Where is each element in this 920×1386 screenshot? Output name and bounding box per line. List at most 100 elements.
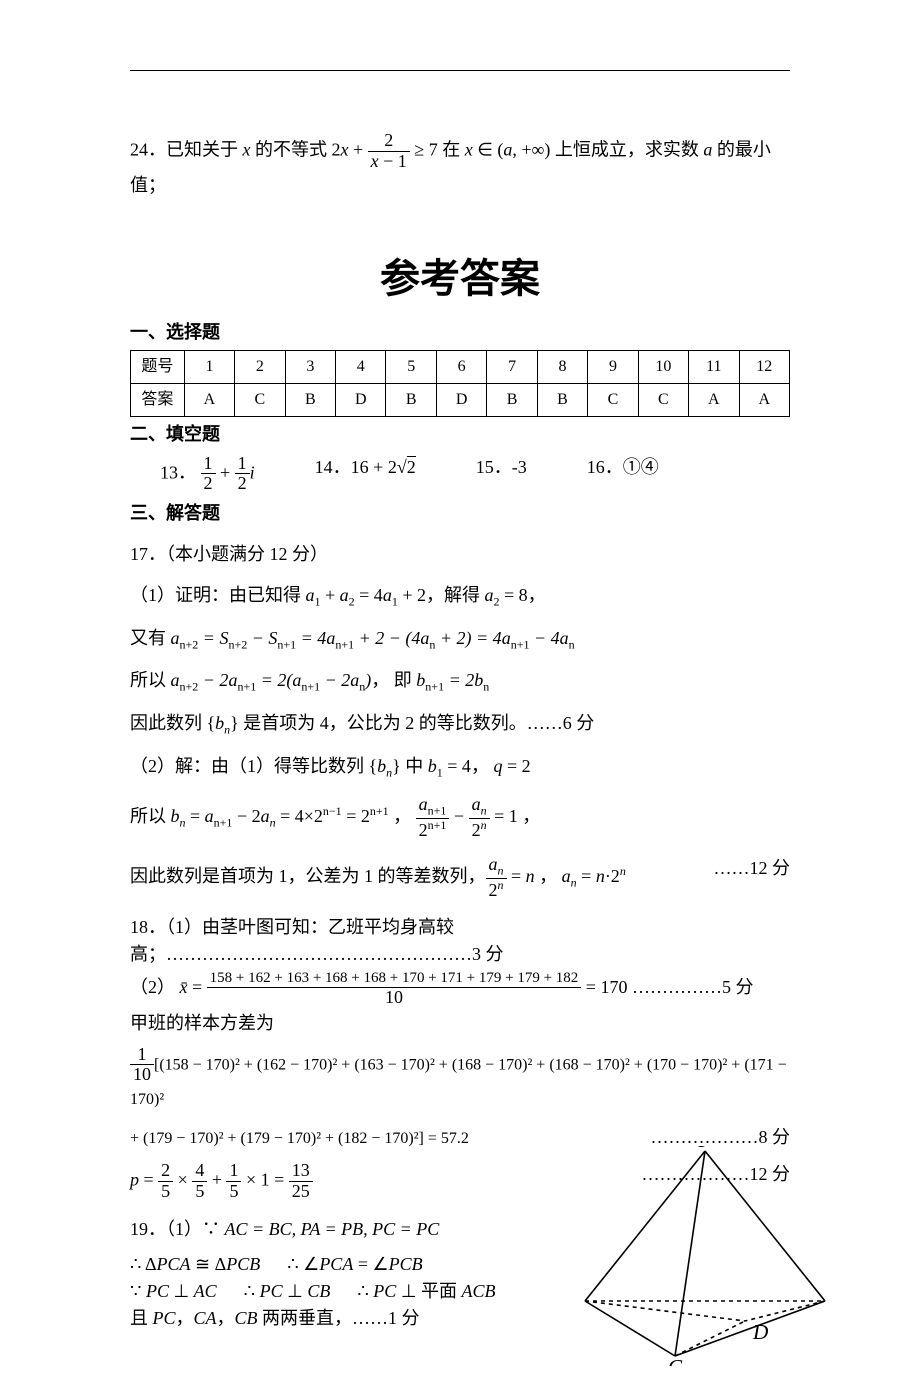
f13-d2: 2 [235,474,250,494]
m: b [377,756,386,776]
m: ⊥ [169,1281,194,1301]
t: ， [535,866,562,886]
table-col: 5 [386,350,436,383]
t: 19．（1）∵ [130,1219,225,1239]
q24-frac-den-m1: − 1 [379,151,407,171]
m: = 4 [443,756,471,776]
m: − 2 [232,806,260,826]
answers-table: 题号 1 2 3 4 5 6 7 8 9 10 11 12 答案 A C B D… [130,350,790,417]
m: = 4 [355,585,383,605]
m: PC [373,1281,396,1301]
q17-p5: （2）解：由（1）得等比数列 {bn} 中 b1 = 4， q = 2 [130,753,790,782]
m: = 8 [499,585,527,605]
m: } [392,756,401,776]
t: ， [389,806,416,826]
q18-p3: 甲班的样本方差为 [130,1010,790,1037]
m: [(158 − 170)² + (162 − 170)² + (163 − 17… [130,1056,787,1108]
m: + (179 − 170)² + (179 − 170)² + (182 − 1… [130,1130,469,1147]
m: n [481,804,487,818]
q24-t2: 的不等式 [251,139,332,159]
q24-x: x [341,139,349,159]
t: ， [518,806,541,826]
t: 两两垂直，……1 分 [258,1308,420,1328]
m: 4 [192,1161,207,1182]
m: a [562,866,571,886]
q17-p3: 所以 an+2 − 2an+1 = 2(an+1 − 2an)， 即 bn+1 … [130,667,790,696]
m: PCA [319,1254,353,1274]
m: a [261,806,270,826]
table-col: 2 [235,350,285,383]
m: = [507,866,526,886]
t: 因此数列 [130,713,207,733]
q24-frac-num: 2 [384,130,393,150]
q24-geq7: ≥ 7 [410,139,438,159]
m: CB [235,1308,258,1328]
f16-v: ①④ [623,457,659,477]
tetrahedron-figure: PABCD [580,1146,830,1366]
f13-i: i [250,462,255,482]
table-ans: C [235,383,285,416]
q17-p7: 因此数列是首项为 1，公差为 1 的等差数列，an2n = n ， an = n… [130,855,790,901]
m: n+1 [428,818,447,832]
m: { [369,756,378,776]
m: a [472,794,481,814]
t: 又有 [130,628,171,648]
section-a-heading: 一、选择题 [130,319,790,346]
t: 因此数列是首项为 1，公差为 1 的等差数列， [130,866,486,886]
table-ans: D [436,383,486,416]
m: 13 [289,1161,313,1182]
m: b [171,806,180,826]
m: n [498,863,504,877]
fill-13-label: 13． [160,462,196,482]
m: PCB [226,1254,260,1274]
m: × [173,1170,192,1190]
m: PCB [389,1254,423,1274]
table-col: 6 [436,350,486,383]
m: ≅ Δ [191,1254,227,1274]
table-ans: C [588,383,638,416]
m: PC [260,1281,283,1301]
m: CA [194,1308,217,1328]
m: ACB [462,1281,496,1301]
t: ⊥ 平面 [396,1281,461,1301]
m: 10 [130,1065,154,1085]
fill-answers-row: 13． 12 + 12i 14．16 + 2√2 15．-3 16．①④ [160,454,790,495]
m: + [321,585,340,605]
f13-n1: 1 [201,454,216,475]
m: } [230,713,239,733]
f15-v: -3 [512,457,527,477]
m: n [526,866,535,886]
q24-dom-x: x [465,139,473,159]
table-ans: C [638,383,688,416]
m: n+1 [370,804,389,818]
m: AC = BC, PA = PB, PC = PC [225,1219,440,1239]
m: { [207,713,216,733]
fill-13: 13． 12 + 12i [160,454,255,495]
table-col: 11 [689,350,739,383]
section-b-heading: 二、填空题 [130,421,790,448]
fill-15-label: 15． [476,457,512,477]
t: 所以 [130,806,171,826]
m: a [205,806,214,826]
m: 158 + 162 + 163 + 168 + 168 + 170 + 171 … [207,970,582,988]
q24-dom-in: ∈ ( [473,139,504,159]
q24-number: 24． [130,139,166,159]
m: 1 [226,1161,241,1182]
q17-p1-a: （1）证明：由已知得 [130,585,306,605]
f14-a: 16 + 2 [351,457,397,477]
m: + 2 [398,585,426,605]
m: = [188,977,207,997]
q19-p2: ∴ ΔPCA ≅ ΔPCB ∴ ∠PCA = ∠PCB [130,1251,526,1278]
q19-p4: 且 PC，CA，CB 两两垂直，……1 分 [130,1305,526,1332]
table-ans: A [184,383,234,416]
m: CB [307,1281,330,1301]
m: n [481,818,487,832]
m: ∴ [330,1281,373,1301]
m: 1 [130,1045,154,1066]
m: a [383,585,392,605]
q24-t4: 上恒成立，求实数 [550,139,703,159]
m: 25 [289,1182,313,1202]
question-24: 24．已知关于 x 的不等式 2x + 2x − 1 ≥ 7 在 x ∈ (a,… [130,131,790,199]
m: ∵ [130,1281,146,1301]
f13-d1: 2 [201,474,216,494]
